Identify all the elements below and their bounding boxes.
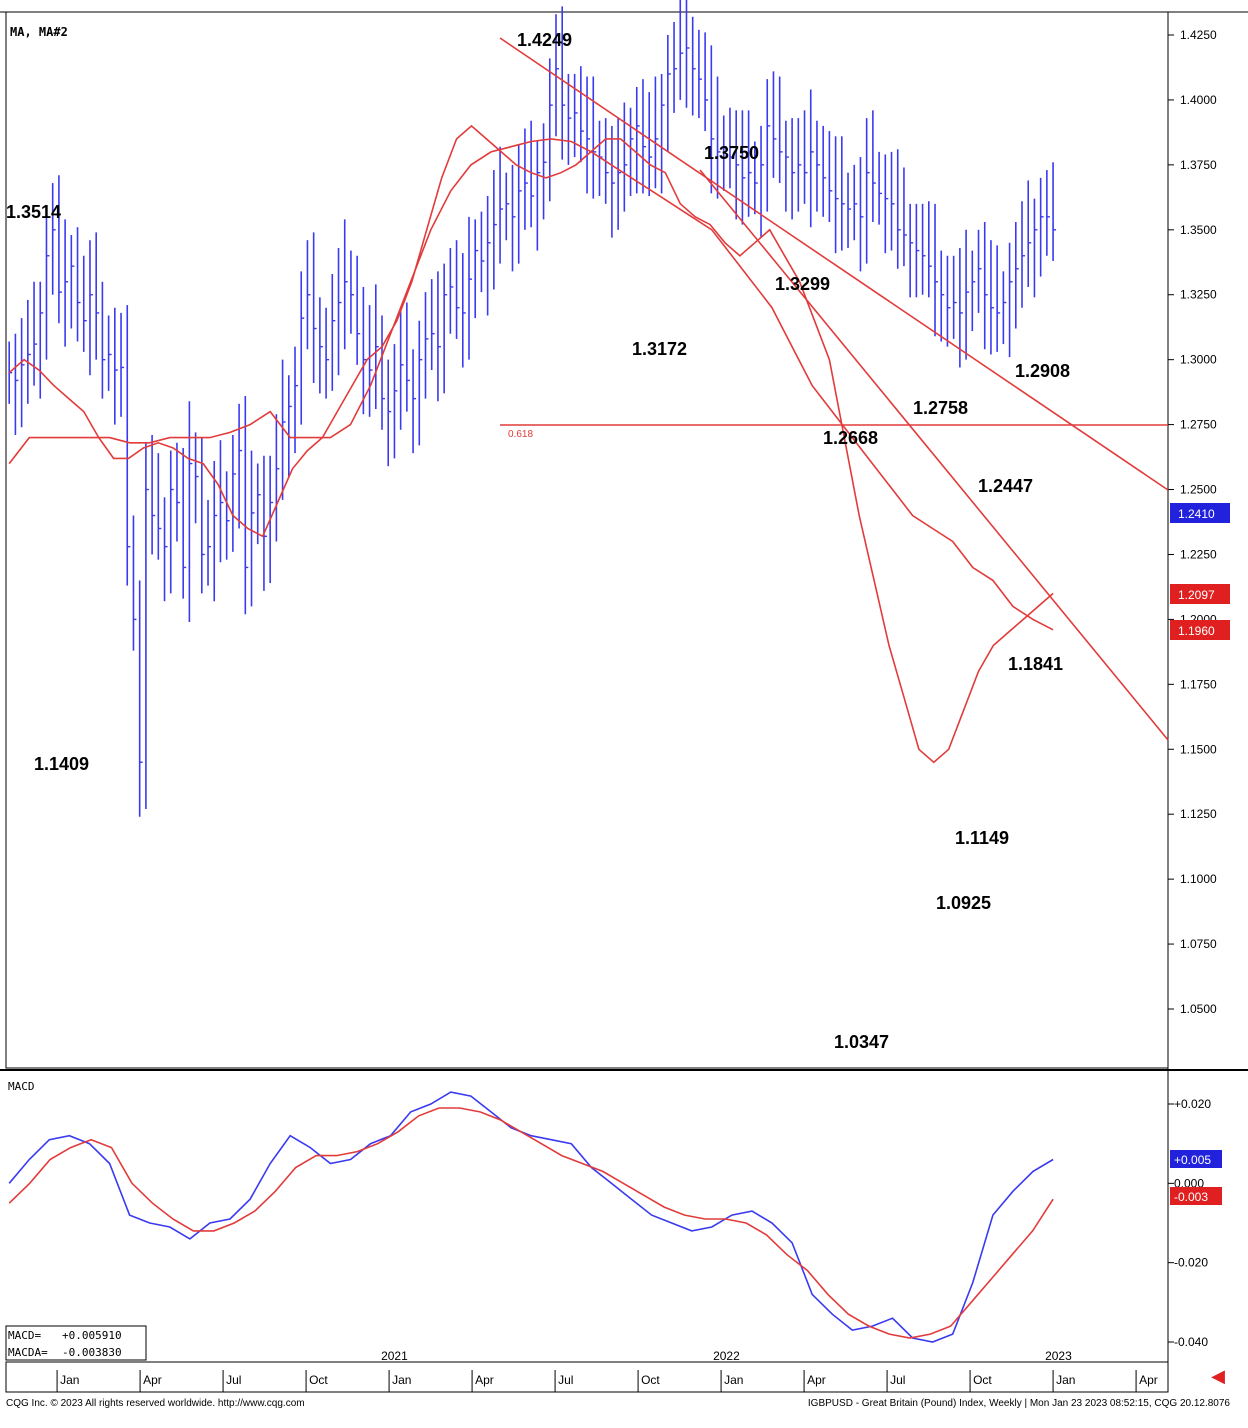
macda-readout-label: MACDA= <box>8 1346 48 1359</box>
y-tick-label: 1.4250 <box>1180 28 1217 42</box>
x-month-label: Apr <box>1139 1373 1158 1387</box>
macd-readout-box <box>5 1325 147 1361</box>
x-month-label: Apr <box>143 1373 162 1387</box>
price-panel: MA, MA#2 1.4250 1.4000 1.3750 1.3500 1.3250 1.… <box>0 0 1248 1362</box>
price-annotation: 1.1149 <box>955 828 1009 848</box>
price-annotation: 1.3750 <box>704 143 759 163</box>
x-month-label: Jan <box>1056 1373 1075 1387</box>
x-axis: Jan Apr Jul Oct Jan Apr Jul Oct Jan Apr Jul Oct Jan A… <box>5 1349 1169 1393</box>
price-annotation: 1.0925 <box>936 893 991 913</box>
macd-readout-value: +0.005910 <box>62 1329 122 1342</box>
trendline-upper <box>499 37 1169 491</box>
moving-average-ma2 <box>8 138 1054 631</box>
macd-signal-line <box>8 1107 1054 1339</box>
price-annotation: 1.3172 <box>632 339 687 359</box>
moving-average-ma <box>8 124 1054 764</box>
macd-y-tick-label: -0.040 <box>1174 1335 1208 1349</box>
value-tag-box <box>1170 503 1230 523</box>
x-month-label: Apr <box>807 1373 826 1387</box>
value-tag-label: 1.1960 <box>1178 624 1215 638</box>
value-tag-label: 1.2410 <box>1178 507 1215 521</box>
value-tag-box <box>1170 584 1230 604</box>
y-tick-label: 1.0750 <box>1180 937 1217 951</box>
y-tick-label: 1.3750 <box>1180 158 1217 172</box>
macd-value-tag-box <box>1170 1187 1222 1205</box>
footer-instrument-info: IGBPUSD - Great Britain (Pound) Index, W… <box>807 1398 1230 1409</box>
price-annotation: 1.3299 <box>775 274 830 294</box>
x-year-label: 2023 <box>1045 1349 1072 1363</box>
y-tick-label: 1.1000 <box>1180 872 1217 886</box>
macd-y-tick-label: 0.000 <box>1174 1176 1204 1190</box>
macd-panel: MACD +0.020 0.000 -0.020 -0.040 +0.005 -0.003 M… <box>5 1080 1222 1361</box>
x-month-label: Jan <box>392 1373 411 1387</box>
x-month-label: Jul <box>226 1373 241 1387</box>
price-annotation: 1.4249 <box>517 30 572 50</box>
price-annotation: 1.2908 <box>1015 361 1070 381</box>
price-annotation: 1.1409 <box>34 754 89 774</box>
y-tick-label: 1.1500 <box>1180 742 1217 756</box>
fib-618-label: 0.618 <box>508 429 533 440</box>
x-month-label: Jan <box>724 1373 743 1387</box>
y-tick-label: 1.4000 <box>1180 93 1217 107</box>
left-arrow-icon[interactable]: ◀ <box>1211 1366 1225 1386</box>
x-month-label: Jan <box>60 1373 79 1387</box>
x-year-label: 2022 <box>713 1349 740 1363</box>
macd-y-tick-label: +0.020 <box>1174 1097 1211 1111</box>
value-tag-box <box>1170 620 1230 640</box>
y-tick-label: 1.1750 <box>1180 677 1217 691</box>
value-tag-label: 1.2097 <box>1178 588 1215 602</box>
x-year-label: 2021 <box>381 1349 408 1363</box>
footer-copyright: CQG Inc. © 2023 All rights reserved worl… <box>6 1398 305 1409</box>
indicator-label: MA, MA#2 <box>10 25 68 39</box>
y-tick-label: 1.1250 <box>1180 807 1217 821</box>
macd-title: MACD <box>8 1080 35 1093</box>
macd-readout-label: MACD= <box>8 1329 41 1342</box>
x-month-label: Jul <box>558 1373 573 1387</box>
trendline-lower <box>699 169 1169 741</box>
macd-y-tick-label: -0.020 <box>1174 1256 1208 1270</box>
y-tick-label: 1.0500 <box>1180 1002 1217 1016</box>
y-tick-label: 1.3250 <box>1180 288 1217 302</box>
price-annotation: 1.2447 <box>978 476 1033 496</box>
price-annotation: 1.0347 <box>834 1032 889 1052</box>
macd-value-tag-box <box>1170 1150 1222 1168</box>
y-tick-label: 1.2500 <box>1180 483 1217 497</box>
macd-value-tag-label: +0.005 <box>1174 1153 1211 1167</box>
macda-readout-value: -0.003830 <box>62 1346 122 1359</box>
x-month-label: Oct <box>309 1373 328 1387</box>
price-annotation: 1.2668 <box>823 428 878 448</box>
x-month-label: Jul <box>890 1373 905 1387</box>
x-month-label: Oct <box>973 1373 992 1387</box>
price-annotation: 1.3514 <box>6 202 61 222</box>
x-month-label: Apr <box>475 1373 494 1387</box>
x-axis-frame <box>5 1361 1169 1393</box>
y-tick-label: 1.2750 <box>1180 418 1217 432</box>
y-tick-label: 1.2250 <box>1180 547 1217 561</box>
macd-line <box>8 1091 1054 1343</box>
macd-value-tag-label: -0.003 <box>1174 1190 1208 1204</box>
y-tick-label: 1.3000 <box>1180 353 1217 367</box>
x-month-label: Oct <box>641 1373 660 1387</box>
y-tick-label: 1.3500 <box>1180 223 1217 237</box>
price-annotation: 1.2758 <box>913 398 968 418</box>
price-annotation: 1.1841 <box>1008 654 1063 674</box>
